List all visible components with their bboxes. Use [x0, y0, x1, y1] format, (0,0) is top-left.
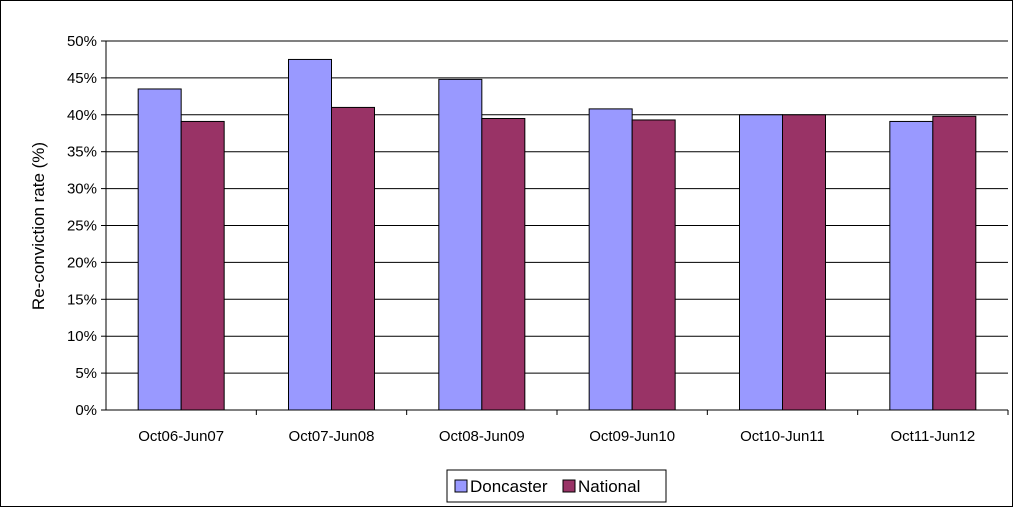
x-tick-label: Oct09-Jun10 — [589, 428, 675, 445]
y-axis-ticks: 0% 5% 10% 15% 20% 25% 30% 35% 40% 45% 50% — [67, 33, 106, 419]
y-tick-label: 25% — [67, 218, 97, 235]
bar-doncaster-4 — [739, 114, 783, 411]
x-tick-label: Oct10-Jun11 — [740, 428, 825, 445]
x-tick-label: Oct08-Jun09 — [439, 428, 525, 445]
x-tick-label: Oct11-Jun12 — [890, 428, 975, 445]
y-tick-label: 10% — [67, 328, 97, 345]
y-tick-label: 15% — [67, 291, 97, 308]
bar-national-4 — [782, 114, 826, 411]
y-tick-label: 5% — [75, 365, 97, 382]
legend-box — [446, 469, 667, 503]
bar-series — [137, 58, 977, 411]
bar-doncaster-1 — [288, 58, 332, 411]
bar-doncaster-2 — [438, 78, 483, 411]
y-tick-label: 40% — [67, 107, 97, 124]
legend: Doncaster National — [446, 469, 667, 503]
bar-national-5 — [932, 115, 977, 411]
x-tick-label: Oct06-Jun07 — [138, 428, 224, 445]
x-tick-label: Oct07-Jun08 — [289, 428, 375, 445]
bar-doncaster-5 — [889, 120, 934, 411]
bar-national-2 — [481, 117, 526, 411]
legend-label-national: National — [578, 477, 640, 496]
bar-national-3 — [631, 119, 676, 411]
legend-swatch-doncaster — [454, 479, 468, 493]
y-tick-label: 0% — [75, 402, 97, 419]
y-tick-label: 30% — [67, 181, 97, 198]
y-tick-label: 45% — [67, 70, 97, 87]
bar-national-0 — [180, 120, 225, 411]
legend-swatch-national — [562, 479, 576, 493]
legend-label-doncaster: Doncaster — [470, 477, 548, 496]
bar-doncaster-3 — [588, 108, 633, 411]
x-axis-ticks: Oct06-Jun07 Oct07-Jun08 Oct08-Jun09 Oct09-J… — [138, 410, 1009, 445]
bar-national-1 — [331, 106, 375, 411]
gridlines — [106, 40, 1008, 374]
y-tick-label: 20% — [67, 254, 97, 271]
y-axis-label: Re-conviction rate (%) — [29, 142, 48, 310]
bar-doncaster-0 — [137, 88, 182, 411]
y-tick-label: 35% — [67, 144, 97, 161]
y-tick-label: 50% — [67, 33, 97, 50]
